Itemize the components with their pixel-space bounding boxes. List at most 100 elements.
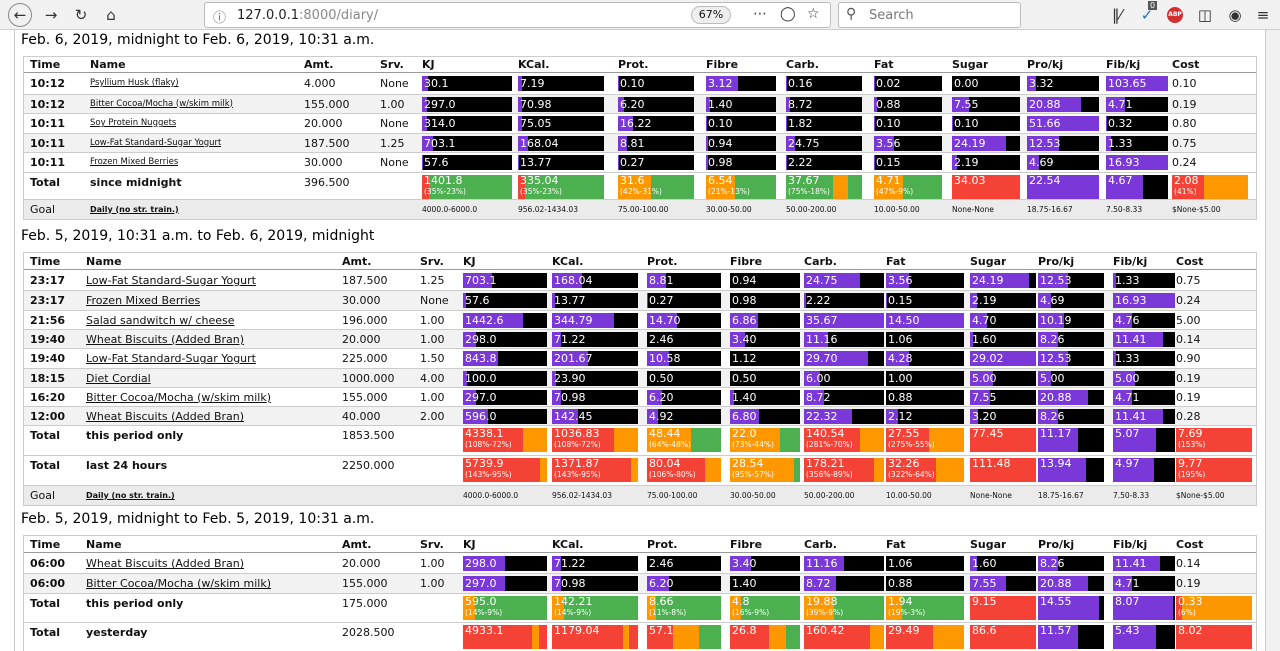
column-header[interactable]: Fib/kj [1106,58,1141,71]
column-header[interactable]: KCal. [552,255,584,268]
nutrient-bar-fill [952,96,969,112]
food-name-link[interactable]: Salad sandwitch w/ cheese [86,313,235,327]
entry-cost: 0.28 [1176,410,1201,424]
column-header[interactable]: Carb. [786,58,819,71]
column-header[interactable]: Fat [874,58,894,71]
account-icon[interactable]: ◉ [1228,6,1242,24]
totals-value: 1401.8 [424,174,463,187]
nutrient-bar: 3.56 [886,273,964,288]
totals-bar-segment [1153,458,1175,483]
forward-button[interactable]: → [38,3,64,27]
totals-period: this period only [86,429,184,443]
sidebar-icon[interactable]: ◫ [1197,6,1213,24]
totals-percent: (75%-18%) [788,186,830,196]
home-button[interactable]: ⌂ [98,3,124,27]
food-name-link[interactable]: Diet Cordial [86,371,151,385]
nutrient-bar: 142.45 [552,409,638,425]
column-header[interactable]: Carb. [804,538,837,551]
food-name-link[interactable]: Frozen Mixed Berries [90,157,179,167]
column-header[interactable]: Amt. [342,255,372,268]
food-name-link[interactable]: Wheat Biscuits (Added Bran) [86,557,245,570]
column-header[interactable]: Pro/kj [1038,255,1075,268]
column-header[interactable]: Fib/kj [1113,538,1148,551]
column-header[interactable]: Srv. [420,255,444,268]
column-header[interactable]: Carb. [804,255,837,268]
totals-bar-segment [886,595,902,620]
food-name-link[interactable]: Low-Fat Standard-Sugar Yogurt [86,352,256,366]
reload-button[interactable]: ↻ [68,3,94,27]
food-name-link[interactable]: Wheat Biscuits (Added Bran) [86,410,245,424]
column-header[interactable]: Sugar [952,58,989,71]
bookmark-star-icon[interactable]: ☆ [807,6,820,22]
nutrient-value: 0.16 [788,77,813,90]
food-name-link[interactable]: Bitter Cocoa/Mocha (w/skim milk) [90,98,233,109]
back-button[interactable]: ← [8,3,32,27]
entry-amount: 155.000 [342,390,388,404]
column-header[interactable]: Fat [886,255,906,268]
food-name-link[interactable]: Low-Fat Standard-Sugar Yogurt [90,137,222,148]
column-header[interactable]: Prot. [647,538,678,551]
column-header[interactable]: KCal. [518,58,550,71]
menu-icon[interactable]: ≡ [1256,6,1270,24]
column-header[interactable]: Prot. [647,255,678,268]
column-header[interactable]: Cost [1172,58,1200,71]
column-header[interactable]: Sugar [970,255,1007,268]
food-name-link[interactable]: Wheat Biscuits (Added Bran) [86,332,245,346]
column-header[interactable]: Srv. [420,538,444,551]
column-header[interactable]: KJ [463,255,476,268]
search-box[interactable]: ⚲ Search [838,2,1021,28]
library-icon[interactable]: ‖⁄ [1111,6,1122,24]
column-header[interactable]: Fibre [730,255,763,268]
column-header[interactable]: Pro/kj [1038,538,1075,551]
column-header[interactable]: KJ [463,538,476,551]
totals-bar-segment [730,595,742,620]
column-header[interactable]: Fat [886,538,906,551]
info-icon[interactable]: ⓘ [213,11,227,26]
nutrient-bar-fill [647,273,666,288]
nutrient-value: 4.69 [1040,294,1065,308]
page-actions-icon[interactable]: ⋯ [753,6,767,22]
totals-bar: 595.0 (14%-9%) [463,595,547,620]
extension-icon[interactable]: ✓ 0 [1140,1,1158,24]
nutrient-value: 0.27 [649,294,674,308]
address-bar[interactable]: ⓘ 127.0.0.1:8000/diary/ 67% ⋯ ◯ ☆ [204,2,831,28]
column-header[interactable]: Cost [1176,538,1204,551]
column-header[interactable]: Prot. [618,58,649,71]
column-header[interactable]: Pro/kj [1027,58,1064,71]
zoom-indicator[interactable]: 67% [691,6,731,24]
nutrient-value: 70.98 [554,390,586,404]
column-header[interactable]: Time [30,58,61,71]
column-header[interactable]: Sugar [970,538,1007,551]
food-name-link[interactable]: Low-Fat Standard-Sugar Yogurt [86,274,256,287]
column-header[interactable]: Srv. [380,58,404,71]
column-header[interactable]: Name [86,538,122,551]
pocket-icon[interactable]: ◯ [780,6,796,22]
column-header[interactable]: Name [86,255,122,268]
column-header[interactable]: Name [90,58,126,71]
diary-table: Time Name Amt. Srv. KJ KCal. Prot. Fibre Carb. Fa… [23,56,1257,220]
food-name-link[interactable]: Frozen Mixed Berries [86,294,201,308]
column-header[interactable]: Fibre [706,58,739,71]
food-name-link[interactable]: Soy Protein Nuggets [90,118,177,128]
totals-value: 111.48 [972,458,1011,471]
column-header[interactable]: KCal. [552,538,584,551]
goal-plan-link[interactable]: Daily (no str. train.) [90,204,179,214]
food-name-link[interactable]: Bitter Cocoa/Mocha (w/skim milk) [86,577,271,591]
column-header[interactable]: Amt. [342,538,372,551]
column-header[interactable]: Amt. [304,58,334,71]
url-text[interactable]: 127.0.0.1:8000/diary/ [237,8,378,23]
column-header[interactable]: Fibre [730,538,763,551]
column-header[interactable]: Cost [1176,255,1204,268]
column-header[interactable]: Time [30,538,61,551]
food-name-link[interactable]: Bitter Cocoa/Mocha (w/skim milk) [86,390,271,404]
food-name-link[interactable]: Psyllium Husk (flaky) [90,78,179,88]
column-header[interactable]: Time [30,255,61,268]
nutrient-bar: 703.1 [463,273,547,288]
goal-plan-link[interactable]: Daily (no str. train.) [86,491,175,500]
scrollbar[interactable] [1266,30,1280,651]
adblock-icon[interactable]: ABP [1162,3,1188,27]
column-header[interactable]: Fib/kj [1113,255,1148,268]
nutrient-value: 57.6 [465,294,490,308]
column-header[interactable]: KJ [422,58,435,71]
totals-percent: (14%-9%) [465,607,503,617]
